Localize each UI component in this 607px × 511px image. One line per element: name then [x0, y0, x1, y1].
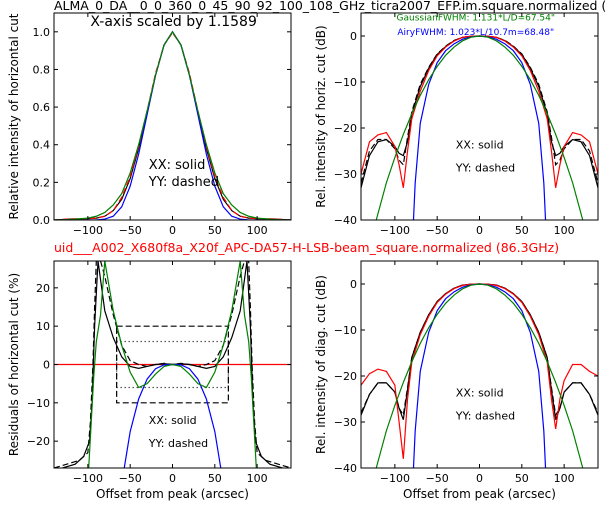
y-axis-label: Rel. intensity of diag. cut (dB)	[314, 275, 328, 454]
series-line-2	[54, 30, 291, 220]
y-tick-label: 0.4	[33, 139, 51, 152]
plot-area	[361, 283, 598, 468]
x-tick-label: −50	[119, 472, 142, 485]
annotation-text: XX: solid	[456, 387, 504, 400]
x-tick-label: 100	[554, 224, 575, 237]
x-tick-label: −50	[426, 472, 449, 485]
y-tick-label: −10	[334, 76, 357, 89]
series-line-2	[361, 283, 598, 459]
y-tick-label: 1.0	[33, 26, 51, 39]
y-axis-label: Residuals of horizontal cut (%)	[7, 273, 21, 456]
annotation-text: XX: solid	[149, 158, 206, 173]
series-line-3	[412, 283, 547, 468]
chart-panel-top-right: −100 −50 0 50 100−40−30−20−100GaussianFWHM: …	[314, 12, 599, 237]
annotation-text: YY: dashed	[148, 437, 208, 450]
y-tick-label: 10	[36, 320, 50, 333]
x-tick-label: −100	[73, 224, 103, 237]
x-axis-label: Offset from peak (arcsec)	[96, 487, 249, 501]
x-tick-label: 50	[515, 472, 529, 485]
axes-frame	[360, 12, 599, 221]
annotation-text: XX: solid	[149, 414, 197, 427]
y-tick-label: 0	[43, 359, 50, 372]
y-tick-label: −20	[27, 435, 50, 448]
annotation-text: X-axis scaled by 1.1589	[90, 14, 256, 30]
annotation-text: XX: solid	[456, 139, 504, 152]
y-axis-label: Rel. intensity of horiz. cut (dB)	[314, 25, 328, 207]
annotation-text: GaussianFWHM: 1.131*L/D=67.54"	[397, 13, 555, 23]
x-tick-label: −50	[426, 224, 449, 237]
x-tick-label: −100	[380, 472, 410, 485]
x-tick-label: −100	[73, 472, 103, 485]
x-tick-label: 50	[515, 224, 529, 237]
y-tick-label: −30	[334, 416, 357, 429]
y-tick-label: −10	[334, 324, 357, 337]
x-tick-label: 100	[554, 472, 575, 485]
y-tick-label: −40	[334, 462, 357, 475]
plot-area	[54, 261, 291, 468]
x-tick-label: 100	[247, 472, 268, 485]
y-tick-label: 0.6	[33, 101, 51, 114]
y-tick-label: 0.8	[33, 63, 51, 76]
chart-panel-top-left: −100 −50 0 50 100 0.0 0.2 0.4 0.6 0.8 1.0 X-axis sc…	[7, 12, 292, 237]
y-tick-label: −10	[27, 397, 50, 410]
x-tick-label: 0	[169, 472, 176, 485]
x-tick-label: 0	[476, 472, 483, 485]
y-tick-label: 0	[350, 30, 357, 43]
annotation-text: YY: dashed	[455, 162, 515, 175]
figure-title-mid: uid___A002_X680f8a_X20f_APC-DA57-H-LSB-b…	[54, 240, 559, 255]
y-tick-label: −30	[334, 168, 357, 181]
series-line-4	[375, 35, 584, 220]
x-tick-label: −50	[119, 224, 142, 237]
plot-area	[54, 30, 291, 220]
y-tick-label: 0.0	[33, 214, 51, 227]
series-line-1	[54, 31, 291, 220]
y-tick-label: 20	[36, 282, 50, 295]
annotation-text: YY: dashed	[148, 175, 219, 190]
x-tick-label: 0	[169, 224, 176, 237]
x-axis-label: Offset from peak (arcsec)	[403, 487, 556, 501]
y-tick-label: −40	[334, 214, 357, 227]
figure-title-top: ALMA_0_DA__0_0_360_0_45_90_92_100_108_GH…	[54, 0, 606, 13]
x-tick-label: −100	[380, 224, 410, 237]
axes-frame	[360, 260, 599, 469]
x-tick-label: 50	[208, 224, 222, 237]
series-line-4	[375, 283, 584, 468]
y-tick-label: −20	[334, 122, 357, 135]
annotation-text: YY: dashed	[455, 410, 515, 423]
x-tick-label: 50	[208, 472, 222, 485]
annotation-text: AiryFWHM: 1.023*L/10.7m=68.48"	[397, 28, 554, 38]
y-tick-label: 0.2	[33, 176, 51, 189]
y-tick-label: 0	[350, 278, 357, 291]
series-line-3	[54, 30, 291, 220]
y-axis-label: Relative intensity of horizontal cut	[7, 13, 21, 219]
x-tick-label: 100	[247, 224, 268, 237]
plot-area	[361, 35, 598, 220]
series-line-1	[116, 325, 229, 404]
y-tick-label: −20	[334, 370, 357, 383]
series-line-9	[88, 261, 257, 468]
x-tick-label: 0	[476, 224, 483, 237]
series-line-0	[54, 30, 291, 220]
